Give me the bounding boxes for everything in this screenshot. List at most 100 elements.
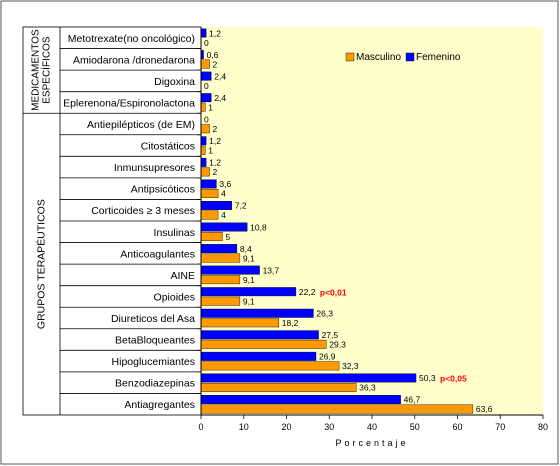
masculino-bar (200, 210, 219, 220)
masculino-value-label: 36,3 (359, 383, 376, 393)
masculino-bar (200, 275, 241, 285)
femenino-value-label: 0 (204, 115, 209, 125)
femenino-value-label: 8,4 (240, 244, 252, 254)
x-tick-label: 60 (452, 422, 462, 432)
femenino-value-label: 22,2 (299, 287, 316, 297)
group-label: GRUPOS TERAPÉUTICOS (34, 199, 47, 329)
category-label: Insulinas (154, 227, 195, 239)
femenino-bar (200, 351, 317, 361)
plot-area: 1,200,622,402,41021,211,223,647,2410,858… (200, 27, 543, 415)
category-label: Anticoagulantes (120, 248, 195, 260)
masculino-value-label: 63,6 (476, 404, 493, 414)
masculino-bar (200, 361, 340, 371)
category-label: Antipsicóticos (131, 184, 195, 196)
masculino-bar (200, 124, 210, 134)
category-label: Antiepilépticos (de EM) (87, 119, 195, 131)
masculino-bar (200, 253, 241, 263)
masculino-value-label: 0 (204, 38, 209, 48)
masculino-bar (200, 404, 474, 414)
masculino-bar (200, 318, 280, 328)
femenino-value-label: 7,2 (235, 201, 247, 211)
masculino-bar (200, 188, 219, 198)
femenino-bar (200, 330, 319, 340)
femenino-bar (200, 136, 207, 146)
femenino-bar (200, 265, 260, 275)
x-tick-label: 30 (324, 422, 334, 432)
legend-swatch-femenino (405, 52, 415, 62)
group-label-line: MEDICAMENTOS (31, 29, 42, 111)
femenino-value-label: 0,6 (207, 50, 219, 60)
masculino-bar (200, 102, 206, 112)
femenino-value-label: 2,4 (214, 93, 226, 103)
significance-annotation: p<0,05 (440, 374, 467, 384)
femenino-bar (200, 157, 207, 167)
masculino-value-label: 9,1 (243, 275, 255, 285)
masculino-value-label: 4 (221, 189, 226, 199)
masculino-bar (200, 382, 357, 392)
femenino-bar (200, 201, 232, 210)
category-label: Hipoglucemiantes (112, 356, 195, 368)
femenino-bar (200, 373, 417, 383)
femenino-bar (200, 71, 212, 81)
femenino-value-label: 46,7 (404, 395, 421, 405)
group-label-line: ESPECÍFICOS (40, 36, 53, 104)
category-label: Benzodiazepinas (115, 378, 195, 390)
x-tick-label: 50 (410, 422, 420, 432)
masculino-bar (200, 145, 206, 155)
legend: Masculino Femenino (345, 52, 461, 63)
masculino-value-label: 2 (213, 59, 218, 69)
femenino-value-label: 50,3 (419, 373, 436, 383)
category-label: Metotrexate(no oncológico) (68, 33, 195, 45)
x-tick-label: 0 (198, 422, 203, 432)
masculino-value-label: 9,1 (243, 296, 255, 306)
x-tick-label: 10 (239, 422, 249, 432)
category-label: Opioides (154, 291, 195, 303)
category-label: Digoxina (154, 76, 195, 88)
femenino-value-label: 10,8 (250, 222, 267, 232)
femenino-value-label: 1,2 (209, 28, 221, 38)
legend-swatch-masculino (345, 52, 355, 62)
masculino-value-label: 9,1 (243, 253, 255, 263)
category-label: Eplerenona/Espironolactona (63, 97, 195, 109)
femenino-value-label: 2,4 (214, 71, 226, 81)
masculino-value-label: 5 (225, 232, 230, 242)
significance-annotation: p<0,01 (320, 287, 347, 297)
femenino-value-label: 1,2 (209, 136, 221, 146)
x-axis-title: Porcentaje (335, 438, 408, 448)
masculino-value-label: 18,2 (282, 318, 299, 328)
femenino-bar (200, 28, 207, 38)
femenino-bar (200, 395, 401, 404)
category-label: Inmunsupresores (114, 162, 195, 174)
femenino-bar (200, 179, 217, 189)
masculino-bar (200, 232, 223, 241)
masculino-value-label: 4 (221, 210, 226, 220)
category-label: Antiagregantes (124, 399, 195, 411)
category-label: BetaBloqueantes (115, 335, 195, 347)
masculino-value-label: 2 (213, 124, 218, 134)
femenino-value-label: 26,3 (316, 309, 333, 319)
femenino-value-label: 27,5 (322, 330, 339, 340)
category-label: Citostáticos (141, 141, 195, 153)
category-labels: Metotrexate(no oncológico) Amiodarona /dr… (22, 26, 202, 416)
masculino-bar (200, 339, 327, 349)
masculino-value-label: 1 (208, 102, 213, 112)
masculino-value-label: 29,3 (329, 340, 346, 350)
category-label: Amiodarona /dronedarona (73, 54, 195, 66)
femenino-value-label: 26,9 (319, 352, 336, 362)
x-tick-label: 80 (538, 422, 548, 432)
masculino-value-label: 1 (208, 146, 213, 156)
femenino-bar (200, 308, 314, 318)
femenino-value-label: 3,6 (219, 179, 231, 189)
masculino-value-label: 2 (213, 167, 218, 177)
femenino-bar (200, 93, 212, 103)
plot-background (201, 27, 543, 415)
femenino-bar (200, 222, 248, 232)
category-label: Diureticos del Asa (111, 313, 195, 325)
masculino-bar (200, 59, 210, 69)
x-tick-label: 70 (495, 422, 505, 432)
category-label: AINE (170, 270, 195, 282)
legend-label-femenino: Femenino (416, 52, 461, 63)
